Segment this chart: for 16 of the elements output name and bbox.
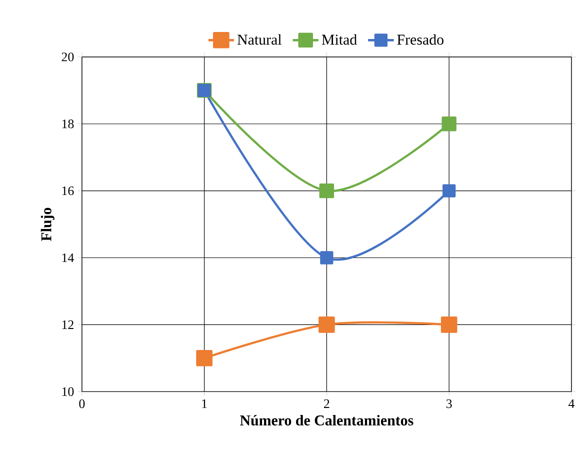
y-tick-label: 16 xyxy=(62,186,74,196)
x-tick-label: 2 xyxy=(324,400,330,408)
legend-label: Fresado xyxy=(397,34,444,45)
legend-label: Mitad xyxy=(322,34,357,45)
x-axis-title: Número de Calentamientos xyxy=(240,415,414,426)
x-tick-label: 4 xyxy=(568,400,574,408)
legend-label: Natural xyxy=(237,34,282,45)
y-tick-label: 14 xyxy=(62,254,74,262)
y-tick-label: 18 xyxy=(62,120,74,128)
x-tick-label: 1 xyxy=(202,400,207,408)
x-tick-label: 0 xyxy=(79,400,85,408)
y-tick-label: 12 xyxy=(62,320,74,330)
y-tick-label: 10 xyxy=(62,387,74,396)
x-tick-label: 3 xyxy=(446,400,452,408)
y-axis-title: Flujo xyxy=(40,208,54,242)
y-tick-label: 20 xyxy=(62,52,74,62)
